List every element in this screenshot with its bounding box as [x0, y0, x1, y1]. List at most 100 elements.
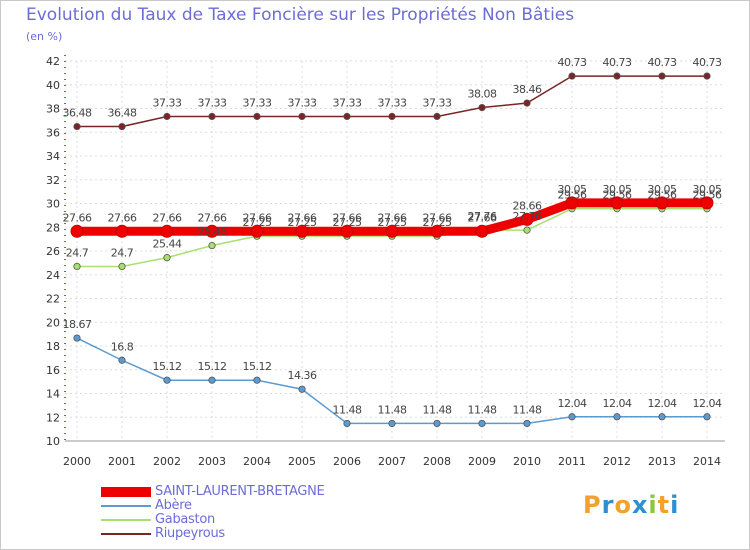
data-point: [73, 334, 81, 342]
data-label: 37.33: [378, 96, 407, 109]
data-label: 27.66: [198, 211, 227, 224]
proxiti-logo: Proxiti: [583, 491, 679, 519]
y-tick-label: 34: [46, 150, 60, 163]
data-label: 29.56: [603, 189, 632, 202]
data-label: 27.25: [288, 216, 317, 229]
y-tick-label: 14: [46, 388, 60, 401]
data-label: 30.05: [603, 183, 632, 196]
logo-letter: i: [648, 491, 658, 519]
data-point: [478, 419, 486, 428]
data-label: 27.66: [468, 211, 497, 224]
logo-letter: i: [670, 491, 680, 519]
data-label: 26.46: [198, 226, 227, 239]
data-label: 12.04: [648, 397, 677, 410]
data-point: [613, 72, 621, 80]
data-point: [163, 112, 171, 121]
y-tick-label: 20: [46, 316, 60, 329]
data-label: 30.05: [648, 183, 677, 196]
data-label: 37.33: [198, 96, 227, 109]
y-tick-label: 22: [46, 293, 60, 306]
chart-title: Evolution du Taux de Taxe Foncière sur l…: [26, 5, 575, 25]
data-point: [253, 112, 261, 121]
data-point: [295, 224, 309, 238]
data-point: [343, 419, 351, 428]
data-label: 27.25: [378, 216, 407, 229]
legend-swatch: [101, 519, 151, 521]
y-tick-label: 10: [46, 435, 60, 448]
data-label: 40.73: [603, 56, 632, 69]
data-point: [343, 112, 351, 121]
data-point: [388, 419, 396, 428]
data-label: 11.48: [423, 403, 452, 416]
data-label: 18.67: [63, 318, 92, 331]
data-point: [433, 112, 441, 121]
data-point: [523, 226, 531, 234]
logo-letter: r: [601, 491, 615, 519]
data-label: 38.46: [513, 83, 542, 96]
data-point: [568, 72, 576, 80]
y-tick-label: 30: [46, 198, 60, 211]
data-point: [73, 262, 81, 271]
data-label: 24.7: [66, 246, 89, 259]
data-label: 15.12: [153, 360, 182, 373]
legend-swatch: [101, 533, 151, 535]
legend-label: SAINT-LAURENT-BRETAGNE: [155, 484, 325, 499]
x-tick-label: 2002: [153, 455, 181, 468]
data-label: 11.48: [333, 403, 362, 416]
y-tick-label: 16: [46, 364, 60, 377]
data-label: 29.56: [693, 189, 722, 202]
x-tick-label: 2013: [648, 455, 676, 468]
x-tick-label: 2006: [333, 455, 361, 468]
x-tick-label: 2007: [378, 455, 406, 468]
data-point: [475, 224, 489, 238]
data-label: 29.56: [558, 189, 587, 202]
legend-swatch: [101, 487, 151, 497]
y-tick-label: 38: [46, 103, 60, 116]
data-point: [118, 262, 126, 271]
logo-letter: P: [583, 491, 602, 519]
x-tick-label: 2005: [288, 455, 316, 468]
data-point: [298, 112, 306, 121]
data-point: [208, 376, 216, 384]
data-label: 37.33: [153, 96, 182, 109]
data-point: [523, 99, 531, 107]
data-label: 15.12: [243, 360, 272, 373]
data-label: 30.05: [558, 183, 587, 196]
y-tick-label: 32: [46, 174, 60, 187]
data-label: 11.48: [468, 403, 497, 416]
data-label: 25.44: [153, 238, 182, 251]
data-point: [385, 224, 399, 238]
x-tick-label: 2004: [243, 455, 271, 468]
data-label: 11.48: [513, 403, 542, 416]
data-label: 37.33: [333, 96, 362, 109]
data-label: 36.48: [63, 107, 92, 120]
data-label: 29.56: [648, 189, 677, 202]
unit-label: (en %): [26, 30, 63, 43]
y-tick-label: 42: [46, 55, 60, 68]
data-label: 37.33: [423, 96, 452, 109]
data-label: 27.76: [513, 210, 542, 223]
y-tick-label: 12: [46, 411, 60, 424]
data-label: 40.73: [648, 56, 677, 69]
data-point: [205, 224, 219, 238]
data-label: 12.04: [693, 397, 722, 410]
y-tick-label: 28: [46, 221, 60, 234]
data-point: [208, 112, 216, 121]
x-tick-label: 2010: [513, 455, 541, 468]
data-point: [388, 112, 396, 121]
data-label: 27.66: [333, 211, 362, 224]
data-point: [253, 376, 261, 384]
x-tick-label: 2003: [198, 455, 226, 468]
data-label: 36.48: [108, 107, 137, 120]
data-point: [703, 413, 711, 421]
data-label: 27.66: [63, 211, 92, 224]
data-label: 40.73: [558, 56, 587, 69]
data-label: 27.66: [378, 211, 407, 224]
data-label: 15.12: [198, 360, 227, 373]
data-point: [163, 254, 171, 262]
data-label: 27.66: [288, 211, 317, 224]
data-label: 27.66: [423, 211, 452, 224]
data-label: 24.7: [111, 246, 134, 259]
